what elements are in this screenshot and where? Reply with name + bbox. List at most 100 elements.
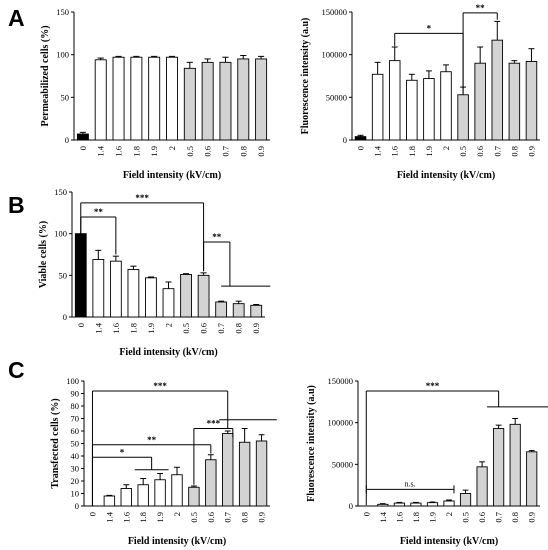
x-tick-label: 0.7 [216, 323, 226, 334]
bar-0.9 [250, 304, 263, 318]
bar-1.6 [112, 56, 125, 141]
x-tick-label: 0.5 [461, 512, 471, 523]
y-tick-label: 50 [61, 92, 70, 102]
bar-0.5 [180, 274, 192, 318]
panel-letter: B [8, 192, 25, 218]
y-tick-label: 150 [54, 187, 67, 197]
x-axis-title: Field intensity (kV/cm) [123, 170, 221, 181]
bar-2 [440, 71, 452, 141]
bar-0.8 [232, 303, 245, 318]
bar-0.5 [459, 493, 472, 507]
bar-0.7 [219, 61, 232, 141]
x-tick-label: 1.9 [427, 512, 437, 523]
x-tick-label: 0 [78, 146, 88, 150]
bar-0.8 [238, 441, 251, 507]
y-tick-label: 90 [71, 389, 80, 399]
bar-0.7 [215, 301, 228, 318]
x-tick-label: 0.9 [527, 512, 537, 523]
x-tick-label: 0.7 [492, 146, 502, 157]
bar-0.7 [491, 39, 504, 141]
x-tick-label: 0.6 [475, 146, 485, 157]
x-tick-label: 1.6 [394, 512, 404, 523]
bar-1.8 [406, 79, 418, 141]
bar-1.6 [388, 60, 401, 141]
bar-1.9 [145, 277, 157, 318]
x-tick-label: 0 [356, 146, 366, 150]
y-tick-label: 0 [349, 501, 353, 511]
x-tick-label: 0.5 [458, 146, 468, 157]
x-axis-title: Field intensity (kV/cm) [128, 536, 226, 547]
significance-label: *** [207, 419, 221, 429]
panel-letter: A [8, 5, 25, 31]
x-tick-label: 1.6 [114, 146, 124, 157]
y-tick-label: 50 [59, 270, 68, 280]
y-tick-label: 80 [71, 401, 80, 411]
bar-1.9 [148, 56, 161, 141]
significance-label: ** [94, 207, 104, 217]
y-axis-title: Fluorescence intensity (a.u) [306, 385, 317, 502]
y-axis-title: Permeabilized cells (%) [40, 25, 51, 126]
x-tick-label: 1.4 [93, 322, 103, 333]
bar-0.6 [474, 62, 486, 141]
bar-0.6 [205, 459, 217, 507]
significance-label: *** [153, 381, 167, 391]
x-tick-label: 1.8 [128, 323, 138, 334]
bar-0.5 [188, 486, 200, 507]
x-tick-label: 1.4 [373, 145, 383, 156]
bar-0.8 [508, 62, 521, 141]
y-tick-label: 0 [63, 312, 67, 322]
bar-1.6 [120, 488, 132, 507]
y-tick-label: 0 [65, 135, 69, 145]
y-tick-label: 50 [71, 439, 80, 449]
x-tick-label: 0.9 [251, 323, 261, 334]
bar-0 [74, 233, 87, 318]
x-tick-label: 1.6 [121, 512, 131, 523]
y-axis-title: Fluorescence intensity (a.u) [300, 18, 311, 135]
x-tick-label: 1.4 [96, 145, 106, 156]
significance-label: * [427, 23, 432, 33]
x-tick-label: 0.8 [509, 146, 519, 157]
bar-1.8 [410, 502, 422, 507]
chart-panel-c-transfected: C 0 10 20 30 40 50 60 70 80 90 100 0 1.4 1.6 1.8 1.9 2 0.5… [8, 357, 277, 547]
y-tick-label: 150000 [322, 7, 348, 17]
y-tick-label: 100000 [322, 50, 348, 60]
bar-1.9 [154, 479, 166, 507]
y-tick-label: 150000 [328, 376, 354, 386]
panel-letter: C [8, 357, 25, 383]
x-tick-label: 0.6 [477, 512, 487, 523]
bar-1.8 [130, 56, 143, 141]
x-tick-label: 1.8 [138, 512, 148, 523]
x-tick-label: 2 [441, 146, 451, 150]
x-tick-label: 0.8 [238, 146, 248, 157]
x-tick-label: 2 [167, 146, 177, 150]
bar-1.9 [426, 502, 439, 507]
x-tick-label: 1.9 [424, 146, 434, 157]
bar-1.4 [371, 73, 384, 141]
x-tick-label: 0 [361, 512, 371, 516]
x-tick-label: 1.6 [111, 323, 121, 334]
x-tick-label: 0.5 [185, 146, 195, 157]
bar-1.4 [377, 503, 389, 507]
x-tick-label: 1.9 [146, 323, 156, 334]
x-tick-label: 1.8 [131, 146, 141, 157]
y-tick-label: 0 [75, 501, 79, 511]
chart-panel-a-fluorescence: 0 50000 100000 150000 0 1.4 1.6 1.8 1.9 2 0.5 0.6 0.… [300, 3, 540, 181]
significance-label: ** [147, 435, 157, 445]
y-tick-label: 70 [71, 414, 80, 424]
y-tick-label: 150 [56, 7, 69, 17]
x-tick-label: 0.9 [256, 146, 266, 157]
significance-label: ** [476, 3, 486, 13]
y-tick-label: 30 [71, 464, 80, 474]
y-axis-title: Transfected cells (%) [50, 398, 61, 488]
x-tick-label: 0.9 [526, 146, 536, 157]
bar-1.4 [92, 259, 105, 318]
x-tick-label: 1.6 [390, 146, 400, 157]
y-tick-label: 0 [343, 135, 347, 145]
chart-panel-c-fluorescence: 0 50000 100000 150000 0 1.4 1.6 1.8 1.9 2 0.5 0.6 0.… [306, 376, 548, 547]
bar-1.4 [94, 59, 107, 141]
bar-0.6 [476, 466, 488, 507]
x-tick-label: 1.4 [104, 511, 114, 522]
x-tick-label: 0.5 [189, 512, 199, 523]
x-axis-title: Field intensity (kV/cm) [119, 347, 217, 358]
